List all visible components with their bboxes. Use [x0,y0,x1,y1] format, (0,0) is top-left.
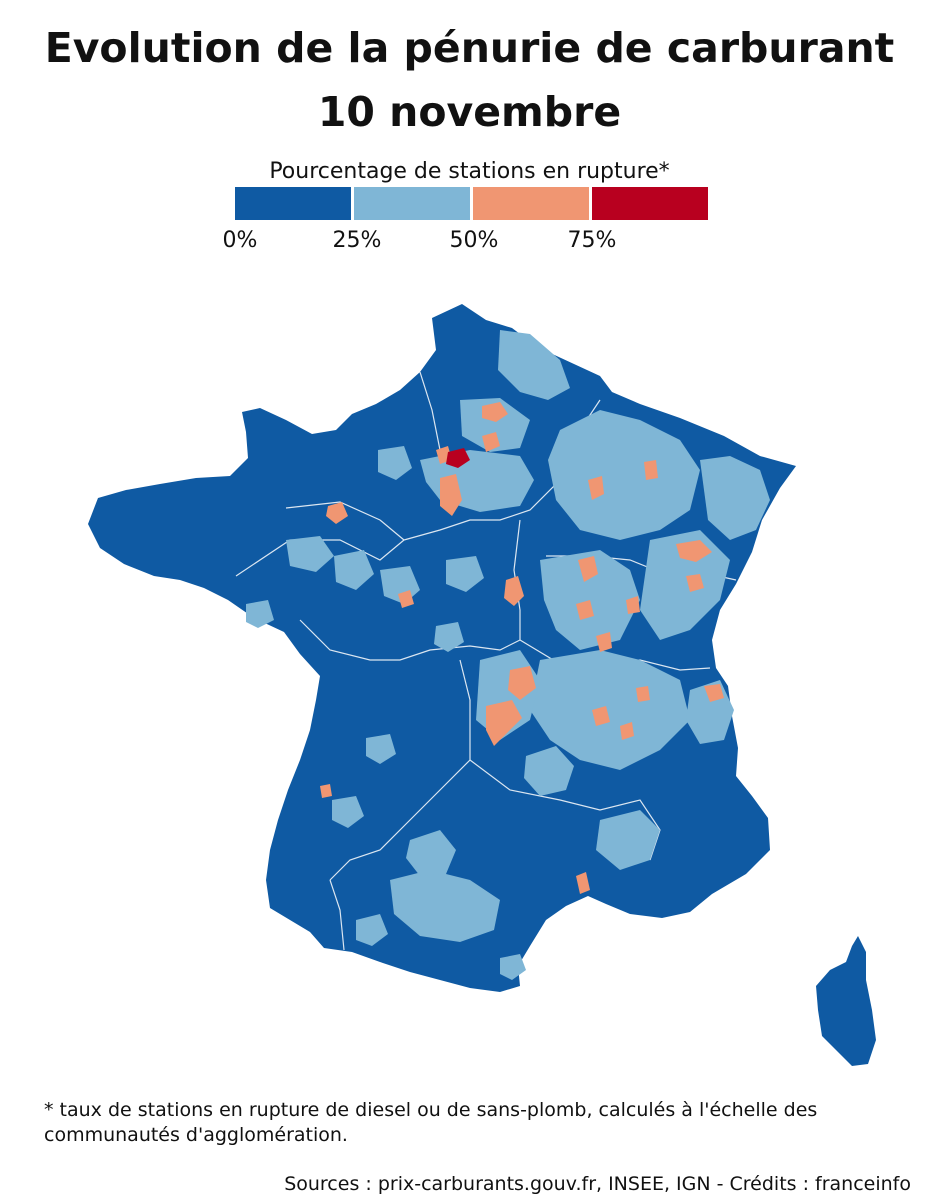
area-mid-bordeaux [320,784,332,798]
region-border [235,539,405,577]
legend-swatch-0-25 [235,187,351,220]
area-low-bretagne [286,536,334,572]
area-mid-yvelines [440,474,462,516]
area-low-grand-est [548,410,700,540]
legend-swatch-50-75 [473,187,589,220]
area-low-rhone-alpes [530,650,690,770]
legend-swatch-25-50 [354,187,470,220]
map-title-line-1: Evolution de la pénurie de carburant [44,24,895,72]
area-low-cotentin [246,600,274,628]
legend-title: Pourcentage de stations en rupture* [269,159,670,184]
area-low-alsace [700,456,770,540]
area-mid-aisne [482,432,500,452]
area-mid-grenoble [620,722,634,740]
area-mid-lyon [592,706,610,726]
legend-bar [235,187,708,220]
area-mid-annecy [704,684,724,702]
area-low-limousin [366,734,396,764]
area-low-loiret [446,556,484,592]
region-border [299,619,521,661]
region-border [329,659,471,881]
area-mid-marseille [576,872,590,894]
sources-credit: Sources : prix-carburants.gouv.fr, INSEE… [284,1173,911,1195]
legend-tick-50: 50% [449,228,499,253]
legend-tick-0: 0% [222,228,258,253]
france-choropleth-map [88,304,876,1066]
corsica [816,936,876,1066]
area-mid-clermont [486,700,522,746]
area-low-normandie [378,446,412,480]
area-mid-somme [482,402,508,422]
area-low-lozere [524,746,574,796]
legend-tick-75: 75% [567,228,617,253]
area-low-franche-comte [640,530,730,640]
area-low-pyrenees [356,914,388,946]
area-mid-nevers [504,576,524,606]
area-mid-savoie [636,686,650,702]
area-low-bordeaux [332,796,364,828]
area-mid-vichy [508,666,536,700]
area-high-paris [446,448,470,468]
region-border [285,501,405,541]
area-mid-chalon [576,600,594,620]
area-low-corse-sud [500,954,526,980]
area-low-occitanie [390,870,500,942]
area-low-nord [498,330,570,400]
area-low-toulouse [406,830,456,876]
area-mid-mulhouse [676,540,712,562]
legend-swatch-75-100 [592,187,708,220]
area-mid-besancon [686,574,704,592]
area-mid-dijon [578,556,598,582]
legend-tick-25: 25% [332,228,382,253]
area-mid-rennes [326,502,348,524]
region-border [329,879,345,951]
area-mid-troyes [588,476,604,500]
area-low-picardie [460,398,530,452]
map-title-line-2: 10 novembre [317,88,622,136]
area-mid-nancy [644,460,658,480]
area-low-bourges [434,622,464,652]
stations-rupture-75-100 [446,448,470,468]
footnote: * taux de stations en rupture de diesel … [44,1099,818,1146]
area-low-provence [596,810,660,870]
area-low-pays-de-loire [334,550,374,590]
stations-rupture-50-75 [320,402,724,894]
area-mid-tours [398,590,414,608]
area-mid-macon [596,632,612,652]
area-mid-jura [626,596,640,614]
